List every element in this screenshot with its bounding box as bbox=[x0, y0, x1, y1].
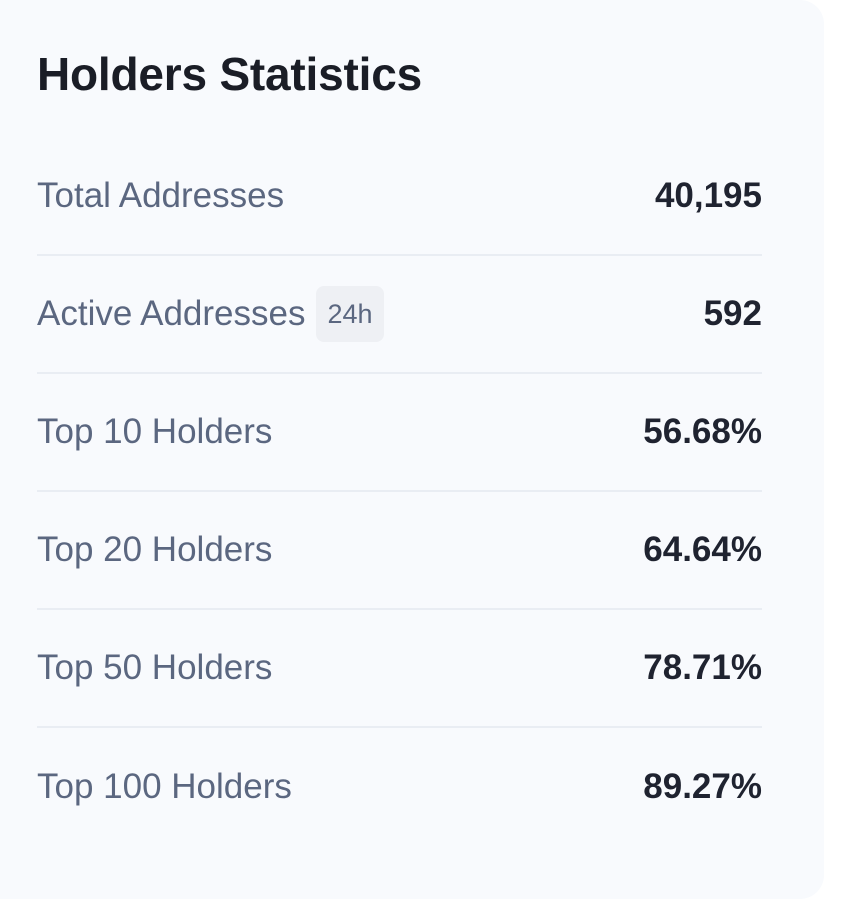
stat-row-active-addresses: Active Addresses 24h 592 bbox=[37, 256, 762, 374]
holders-statistics-card: Holders Statistics Total Addresses 40,19… bbox=[37, 48, 762, 846]
stat-label-wrap: Total Addresses bbox=[37, 176, 284, 216]
stat-value: 56.68% bbox=[643, 412, 762, 451]
stat-row-top-10-holders: Top 10 Holders 56.68% bbox=[37, 374, 762, 492]
stats-list: Total Addresses 40,195 Active Addresses … bbox=[37, 138, 762, 846]
stat-row-top-100-holders: Top 100 Holders 89.27% bbox=[37, 728, 762, 846]
stat-row-top-20-holders: Top 20 Holders 64.64% bbox=[37, 492, 762, 610]
stat-label: Top 10 Holders bbox=[37, 412, 273, 451]
stat-value: 78.71% bbox=[643, 648, 762, 687]
stat-label: Total Addresses bbox=[37, 176, 285, 215]
stat-label-wrap: Top 100 Holders bbox=[37, 767, 292, 807]
stat-label: Active Addresses bbox=[37, 294, 306, 333]
stat-label: Top 100 Holders bbox=[37, 767, 292, 806]
stat-value: 40,195 bbox=[654, 176, 762, 215]
stat-label: Top 20 Holders bbox=[37, 530, 273, 569]
card-title: Holders Statistics bbox=[37, 48, 422, 100]
stat-label-wrap: Active Addresses 24h bbox=[37, 286, 384, 342]
timeframe-badge: 24h bbox=[316, 286, 384, 342]
stat-value: 89.27% bbox=[643, 767, 762, 806]
stat-value: 64.64% bbox=[643, 530, 762, 569]
stat-value: 592 bbox=[703, 294, 762, 333]
stat-row-total-addresses: Total Addresses 40,195 bbox=[37, 138, 762, 256]
stat-row-top-50-holders: Top 50 Holders 78.71% bbox=[37, 610, 762, 728]
stat-label-wrap: Top 20 Holders bbox=[37, 530, 272, 570]
stat-label-wrap: Top 50 Holders bbox=[37, 648, 272, 688]
stat-label-wrap: Top 10 Holders bbox=[37, 412, 272, 452]
stat-label: Top 50 Holders bbox=[37, 648, 273, 687]
